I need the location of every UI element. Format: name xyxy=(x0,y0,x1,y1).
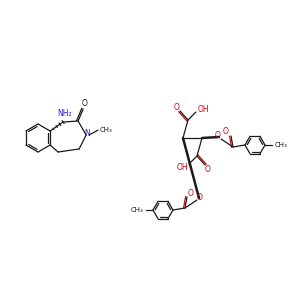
Text: O: O xyxy=(174,103,180,112)
Text: O: O xyxy=(81,100,87,109)
Text: OH: OH xyxy=(176,163,188,172)
Text: O: O xyxy=(188,190,194,199)
Text: NH₂: NH₂ xyxy=(57,109,71,118)
Text: O: O xyxy=(215,131,221,140)
Text: CH₃: CH₃ xyxy=(130,207,143,213)
Text: CH₃: CH₃ xyxy=(274,142,287,148)
Text: O: O xyxy=(197,193,203,202)
Text: OH: OH xyxy=(197,104,209,113)
Text: O: O xyxy=(223,128,229,136)
Text: CH₃: CH₃ xyxy=(100,127,112,133)
Text: N: N xyxy=(84,128,90,137)
Text: O: O xyxy=(205,164,211,173)
